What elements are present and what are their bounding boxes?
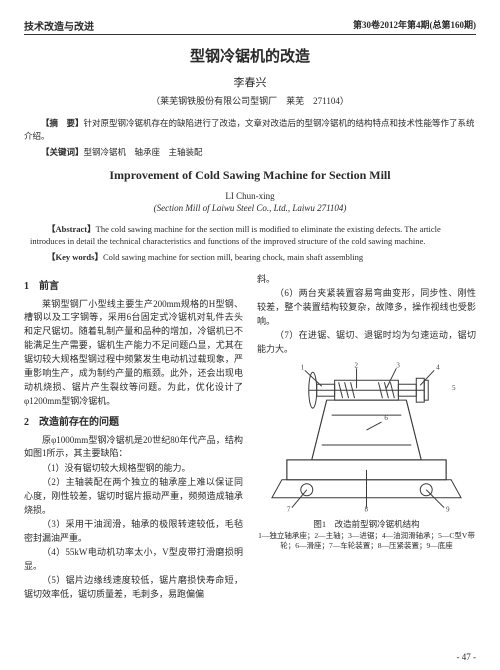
keywords-text-en: Cold sawing machine for section mill, be… <box>103 252 363 262</box>
header-right: 第30卷2012年第4期(总第160期) <box>353 18 476 33</box>
body-columns: 1 前言 莱钢型钢厂小型线主要生产200mm规格的H型钢、槽钢以及工字钢等，采用… <box>24 273 476 602</box>
svg-text:2: 2 <box>355 361 359 369</box>
abstract-chinese: 【摘 要】针对原型钢冷锯机存在的缺陷进行了改造，文章对改造后的型钢冷锯机的结构特… <box>24 117 476 143</box>
list-item: （2）主轴装配在两个独立的轴承座上难以保证同心度，刚性较差，锯切时锯片振动严重，… <box>24 476 243 518</box>
header-left: 技术改造与改进 <box>24 18 94 33</box>
list-item: （4）55kW电动机功率太小，V型皮带打滑磨损明显。 <box>24 546 243 574</box>
list-item: （5）锯片边缘线速度较低，锯片磨损快寿命短，锯切效率低，锯切质量差，毛刺多，易跑… <box>24 574 243 602</box>
abstract-text-cn: 针对原型钢冷锯机存在的缺陷进行了改造，文章对改造后的型钢冷锯机的结构特点和技术性… <box>24 118 475 141</box>
keywords-chinese: 【关键词】型钢冷锯机 轴承座 主轴装配 <box>24 146 476 158</box>
left-column: 1 前言 莱钢型钢厂小型线主要生产200mm规格的H型钢、槽钢以及工字钢等，采用… <box>24 273 243 602</box>
machine-diagram-svg: 1 2 3 4 5 6 7 8 9 <box>257 360 476 515</box>
abstract-english: 【Abstract】The cold sawing machine for th… <box>24 223 476 249</box>
svg-text:8: 8 <box>365 505 369 513</box>
figure-1-legend: 1—独立轴承座；2—主轴；3—进锯；4—油润滑轴承；5—C型V带轮；6—滑座；7… <box>257 531 476 551</box>
page-number: - 47 - <box>457 652 477 662</box>
right-column: 斜。 （6）两台夹紧装置容易弯曲变形，同步性、刚性较差，整个装置结构较复杂，故障… <box>257 273 476 602</box>
section-1-heading: 1 前言 <box>24 279 243 295</box>
figure-1-caption: 图1 改造前型钢冷锯机结构 <box>257 518 476 531</box>
svg-text:5: 5 <box>452 384 456 392</box>
keywords-english: 【Key words】Cold sawing machine for secti… <box>24 251 476 263</box>
svg-text:1: 1 <box>301 363 305 371</box>
keywords-label-en: 【Key words】 <box>47 252 103 262</box>
continuation-text: 斜。 <box>257 273 476 287</box>
abstract-label-en: 【Abstract】 <box>47 224 96 234</box>
author-english: LI Chun-xing <box>24 191 476 201</box>
keywords-label-cn: 【关键词】 <box>41 147 84 157</box>
section-2-heading: 2 改造前存在的问题 <box>24 415 243 431</box>
title-english: Improvement of Cold Sawing Machine for S… <box>24 168 476 183</box>
author-chinese: 李春兴 <box>24 74 476 90</box>
figure-1: 1 2 3 4 5 6 7 8 9 <box>257 360 476 515</box>
section-1-paragraph: 莱钢型钢厂小型线主要生产200mm规格的H型钢、槽钢以及工字钢等，采用6台固定式… <box>24 298 243 410</box>
affiliation-chinese: （莱芜钢铁股份有限公司型钢厂 莱芜 271104） <box>24 94 476 107</box>
title-chinese: 型钢冷锯机的改造 <box>24 45 476 66</box>
keywords-text-cn: 型钢冷锯机 轴承座 主轴装配 <box>84 147 203 157</box>
svg-text:3: 3 <box>396 361 400 369</box>
svg-text:9: 9 <box>446 505 450 513</box>
svg-text:4: 4 <box>436 363 440 371</box>
list-item: （1）没有锯切较大规格型钢的能力。 <box>24 462 243 476</box>
page-header: 技术改造与改进 第30卷2012年第4期(总第160期) <box>24 18 476 35</box>
section-2-intro: 原φ1000mm型钢冷锯机是20世纪80年代产品，结构如图1所示，其主要缺陷： <box>24 434 243 462</box>
list-item: （3）采用干油润滑，轴承的极限转速较低，毛毡密封漏油严重。 <box>24 518 243 546</box>
svg-text:7: 7 <box>287 505 291 513</box>
svg-text:6: 6 <box>384 414 388 422</box>
abstract-label-cn: 【摘 要】 <box>41 118 84 128</box>
list-item: （6）两台夹紧装置容易弯曲变形，同步性、刚性较差，整个装置结构较复杂，故障多，操… <box>257 287 476 329</box>
list-item: （7）在进锯、锯切、退锯时均为匀速运动，锯切能力大。 <box>257 329 476 357</box>
affiliation-english: (Section Mill of Laiwu Steel Co., Ltd., … <box>24 203 476 213</box>
